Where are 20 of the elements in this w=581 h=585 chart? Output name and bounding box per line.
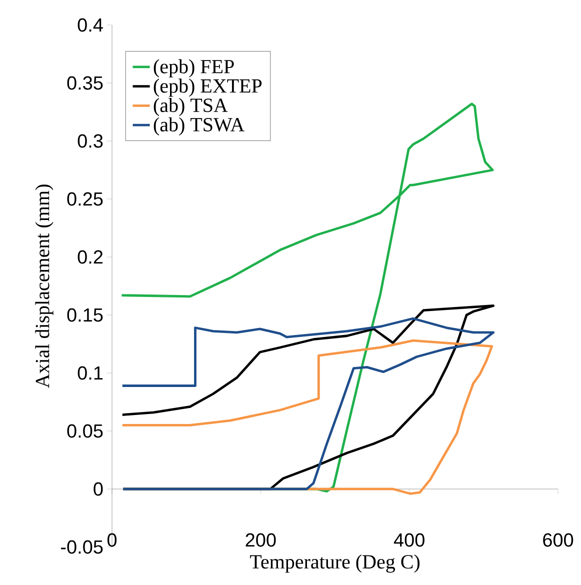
y-tick-label: 0.35 [67,76,103,90]
y-tick-label: 0.4 [78,18,103,32]
y-tick-label: 0.3 [78,134,103,148]
y-tick-label: 0.05 [67,424,103,438]
x-tick-label: 200 [246,533,276,547]
x-axis-title: Temperature (Deg C) [250,554,420,573]
y-tick-label: -0.05 [61,540,103,554]
y-axis-title: Axial displacement (mm) [35,184,54,388]
y-tick-label: 0.25 [67,192,103,206]
y-tick-label: 0.1 [78,366,103,380]
x-tick-label: 0 [107,533,117,547]
y-tick-label: 0.15 [67,308,103,322]
x-tick-label: 600 [543,533,574,547]
legend-label: (ab) TSA [154,98,228,116]
y-tick-label: 0.2 [78,250,103,264]
legend-label: (ab) TSWA [154,117,244,136]
x-tick-label: 400 [394,533,424,547]
legend-label: (epb) FEP [154,59,234,78]
y-tick-label: 0 [94,482,103,496]
legend-label: (epb) EXTEP [154,78,262,97]
